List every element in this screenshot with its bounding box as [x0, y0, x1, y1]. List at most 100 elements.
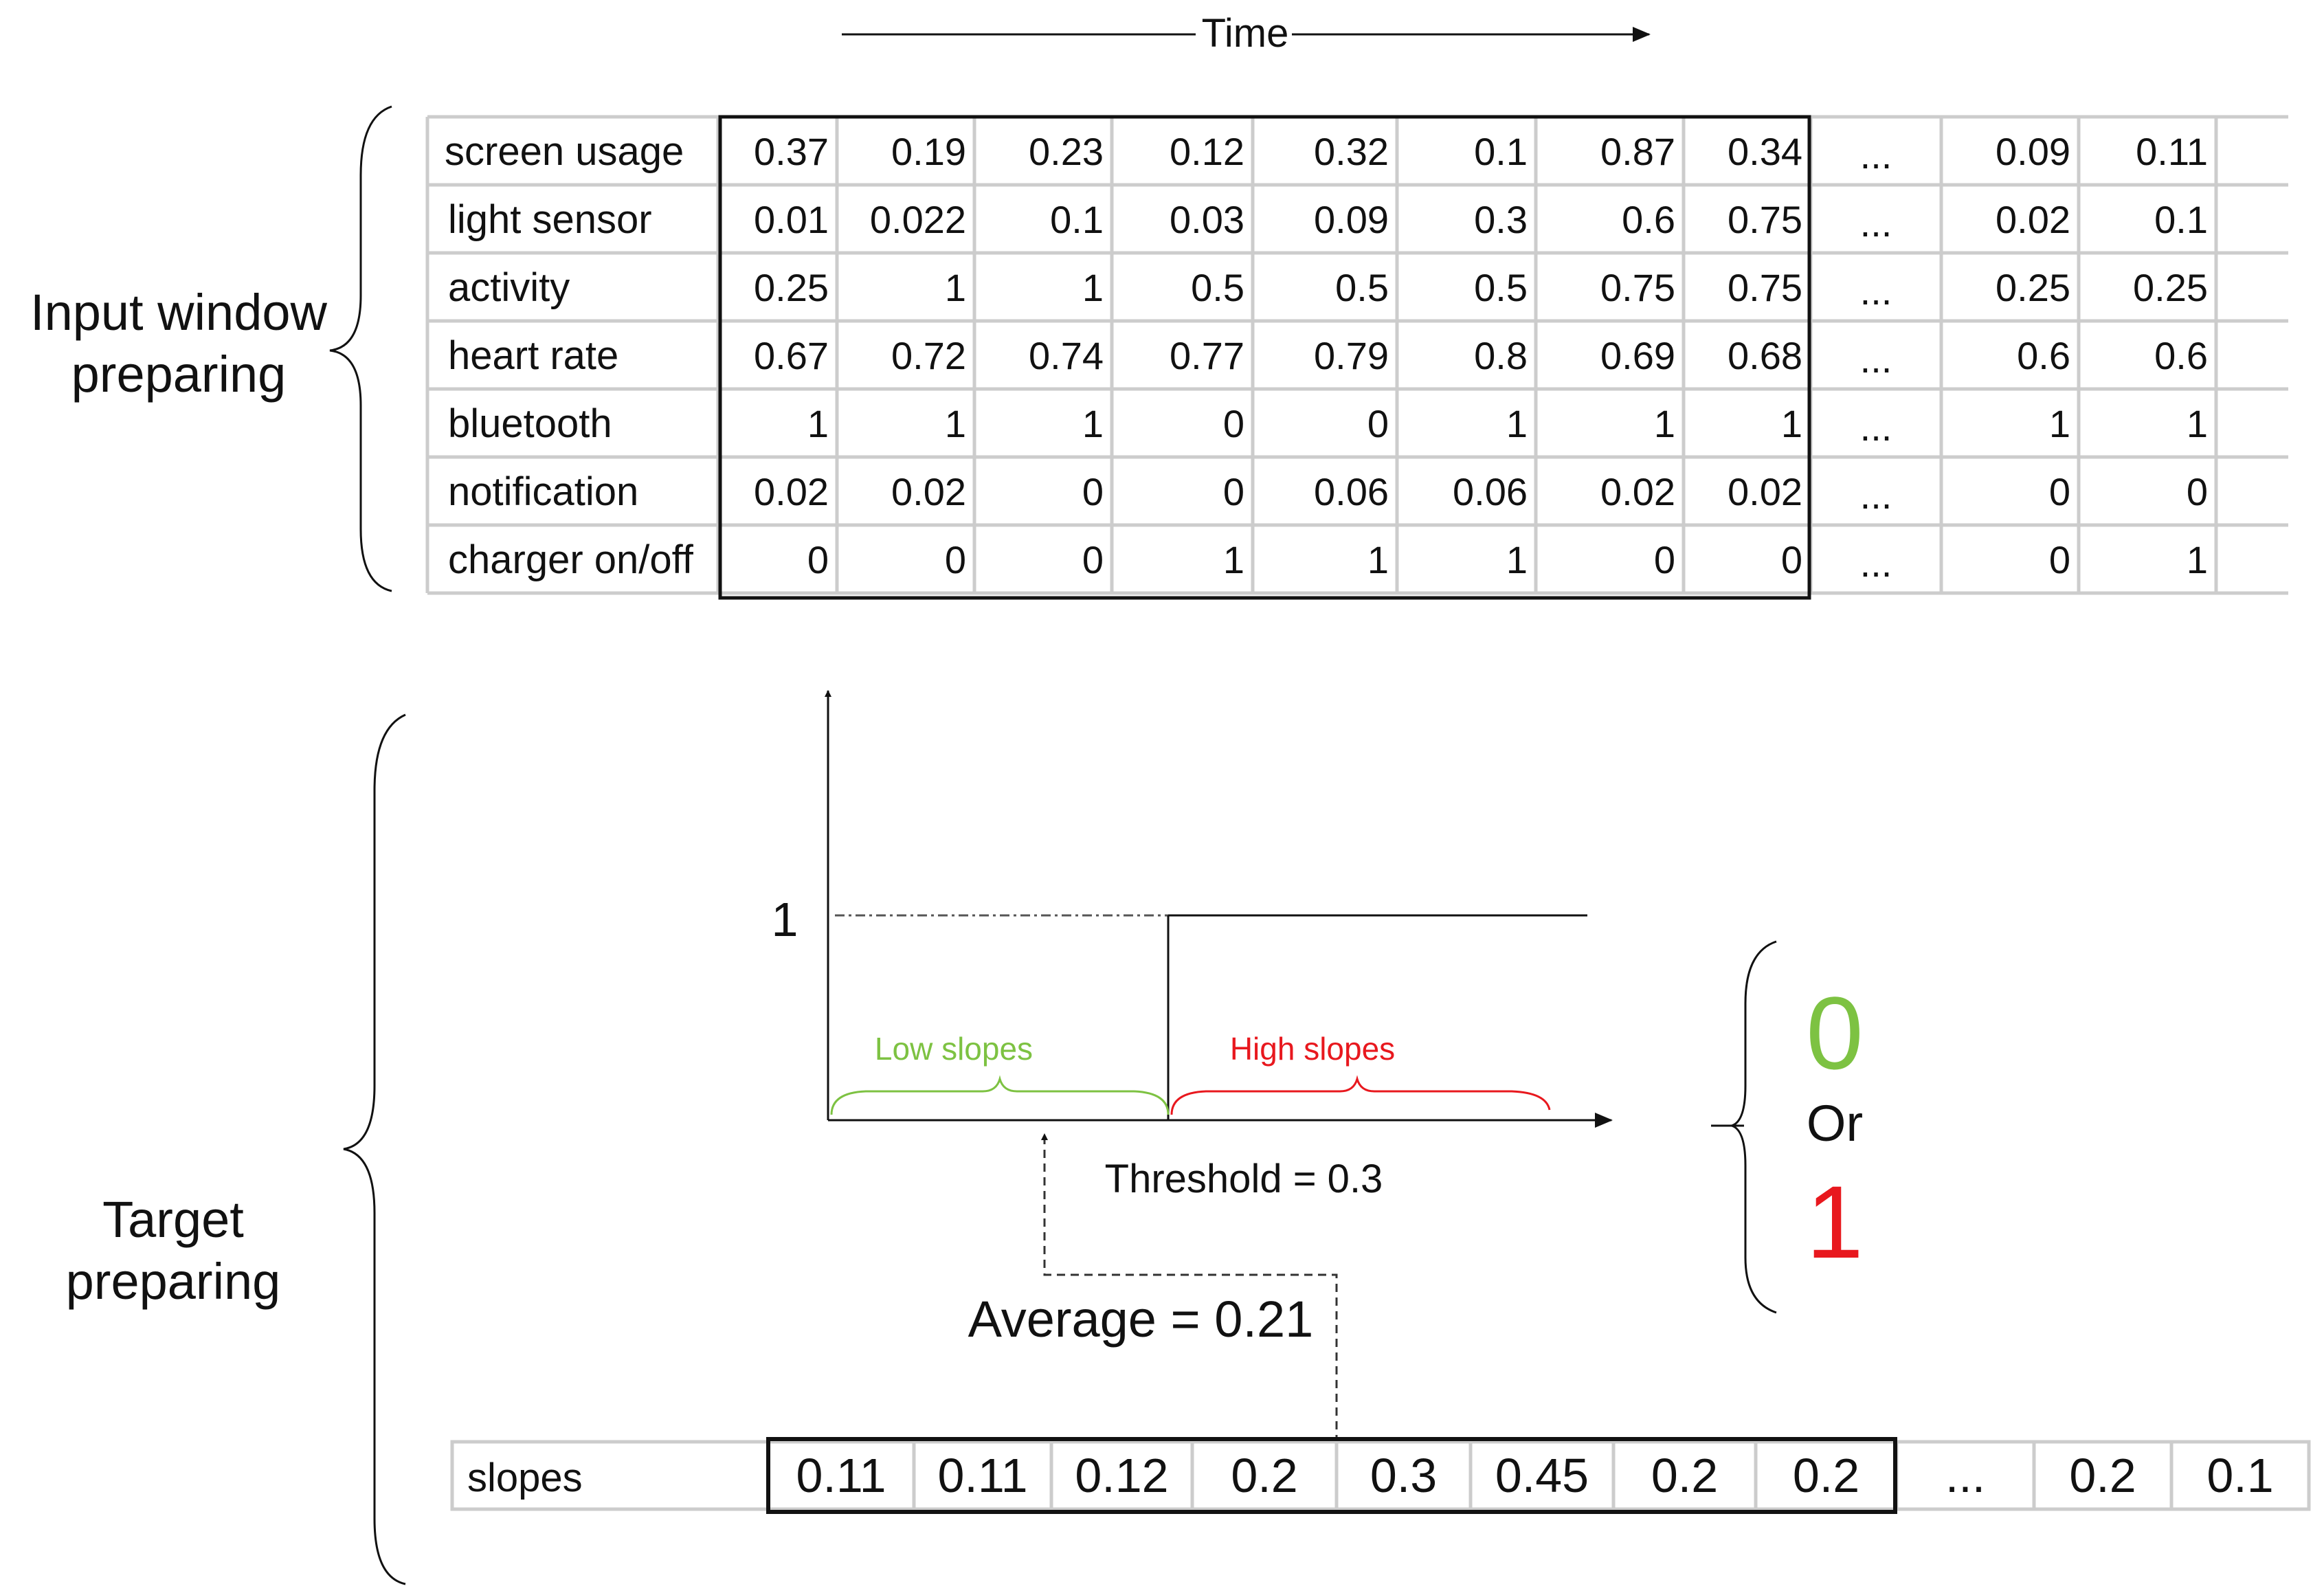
table-cell: 0.3 [1474, 198, 1528, 241]
input-window-section: Input window preparing [30, 105, 392, 592]
input-window-box [718, 115, 1811, 600]
table-cell: 0.09 [1996, 130, 2070, 173]
table-cell: ... [1860, 269, 1892, 313]
table-cell: 1 [1654, 402, 1675, 445]
table-cell: 0.6 [1622, 198, 1675, 241]
slope-cell: 0.11 [796, 1449, 886, 1502]
table-cell: 0.06 [1453, 470, 1528, 513]
high-slopes-label: High slopes [1230, 1031, 1395, 1067]
table-cell: 0.022 [870, 198, 966, 241]
target-label-line1: Target [102, 1191, 244, 1248]
table-cell: 0.68 [1728, 334, 1802, 377]
table-cell: 0.25 [754, 266, 829, 309]
table-cell: ... [1860, 337, 1892, 381]
table-cell: 1 [807, 402, 829, 445]
table-cell: 0 [2187, 470, 2208, 513]
row-name: light sensor [448, 197, 652, 242]
outcome-one: 1 [1806, 1164, 1863, 1280]
table-cell: 1 [2049, 402, 2070, 445]
table-cell: 0.5 [1335, 266, 1389, 309]
table-cell: 0.02 [754, 470, 829, 513]
table-cell: 0.72 [891, 334, 966, 377]
time-label: Time [1202, 11, 1289, 56]
slope-cell: 0.3 [1370, 1449, 1437, 1502]
table-cell: 0.19 [891, 130, 966, 173]
table-cell: 0.02 [891, 470, 966, 513]
threshold-chart: 1 Low slopes High slopes Threshold = 0.3… [772, 690, 1613, 1443]
table-cell: 0.8 [1474, 334, 1528, 377]
table-cell: 1 [2187, 538, 2208, 581]
outcome-zero: 0 [1806, 975, 1863, 1091]
table-cell: 0.01 [754, 198, 829, 241]
row-name: activity [448, 265, 570, 310]
slopes-table: slopes 0.11 0.11 0.12 0.2 0.3 0.45 0.2 0.2... 0.2… [450, 1437, 2311, 1514]
table-cell: 0.11 [2136, 130, 2208, 173]
input-table: screen usage 0.37 0.19 0.23 0.12 0.32 0.1 0.87 0… [425, 115, 2288, 600]
table-cell: 0.79 [1314, 334, 1389, 377]
low-slopes-brace [830, 1075, 1170, 1115]
table-cell: 0.69 [1600, 334, 1675, 377]
table-cell: 0.37 [754, 130, 829, 173]
table-cell: 0.09 [1314, 198, 1389, 241]
table-cell: 1 [1781, 402, 1802, 445]
table-cell: 0.6 [2154, 334, 2208, 377]
table-cell: 0.75 [1728, 266, 1802, 309]
table-cell: 1 [1223, 538, 1244, 581]
table-cell: 0.5 [1474, 266, 1528, 309]
table-cell: 0 [2049, 538, 2070, 581]
table-cell: 0.06 [1314, 470, 1389, 513]
outcome-or: Or [1807, 1095, 1863, 1152]
table-cell: 0.87 [1600, 130, 1675, 173]
table-cell: 0 [1223, 402, 1244, 445]
table-cell: 1 [1082, 266, 1104, 309]
threshold-label: Threshold = 0.3 [1105, 1157, 1383, 1201]
input-brace [329, 105, 392, 592]
target-section: Target preparing [66, 713, 406, 1585]
table-cell: 0 [807, 538, 829, 581]
table-cell: 0 [1367, 402, 1389, 445]
table-cell: 1 [945, 266, 966, 309]
table-cell: ... [1860, 133, 1892, 177]
row-name: screen usage [445, 129, 684, 174]
slope-cell: 0.2 [2069, 1449, 2136, 1502]
table-cell: 0.02 [1600, 470, 1675, 513]
outcome-group: 0 Or 1 [1711, 940, 1864, 1314]
target-label-line2: preparing [66, 1253, 281, 1310]
table-cell: 0.6 [2017, 334, 2070, 377]
slope-cell: 0.1 [2206, 1449, 2273, 1502]
slope-cell: 0.12 [1075, 1449, 1168, 1502]
table-cell: 0 [1082, 538, 1104, 581]
table-cell: ... [1860, 474, 1892, 517]
table-cell: 0.32 [1314, 130, 1389, 173]
table-cell: 1 [1082, 402, 1104, 445]
table-cell: 0 [945, 538, 966, 581]
table-cell: ... [1860, 542, 1892, 585]
outcome-brace [1728, 940, 1777, 1314]
average-label: Average = 0.21 [968, 1291, 1314, 1348]
slopes-row-name: slopes [467, 1456, 583, 1500]
row-name: notification [448, 469, 638, 514]
table-cell: 1 [945, 402, 966, 445]
table-cell: 0.77 [1170, 334, 1244, 377]
table-cell: 0.74 [1029, 334, 1104, 377]
table-cell: 1 [1506, 538, 1528, 581]
table-cell: 0.02 [1996, 198, 2070, 241]
row-name: bluetooth [448, 401, 612, 446]
table-cell: 0.12 [1170, 130, 1244, 173]
slope-cell: 0.2 [1793, 1449, 1859, 1502]
target-brace [343, 713, 406, 1585]
table-cell: 1 [1367, 538, 1389, 581]
table-cell: 0 [1082, 470, 1104, 513]
average-connector [1041, 1133, 1338, 1443]
table-cell: 0.75 [1728, 198, 1802, 241]
table-cell: 0 [1781, 538, 1802, 581]
slopes-window-box [766, 1437, 1897, 1514]
table-cell: 0.1 [1474, 130, 1528, 173]
slope-cell: 0.11 [937, 1449, 1027, 1502]
slope-cell: 0.2 [1231, 1449, 1297, 1502]
table-cell: 0.34 [1728, 130, 1802, 173]
table-cell: 0.75 [1600, 266, 1675, 309]
table-cell: 0.02 [1728, 470, 1802, 513]
table-cell: ... [1860, 201, 1892, 245]
